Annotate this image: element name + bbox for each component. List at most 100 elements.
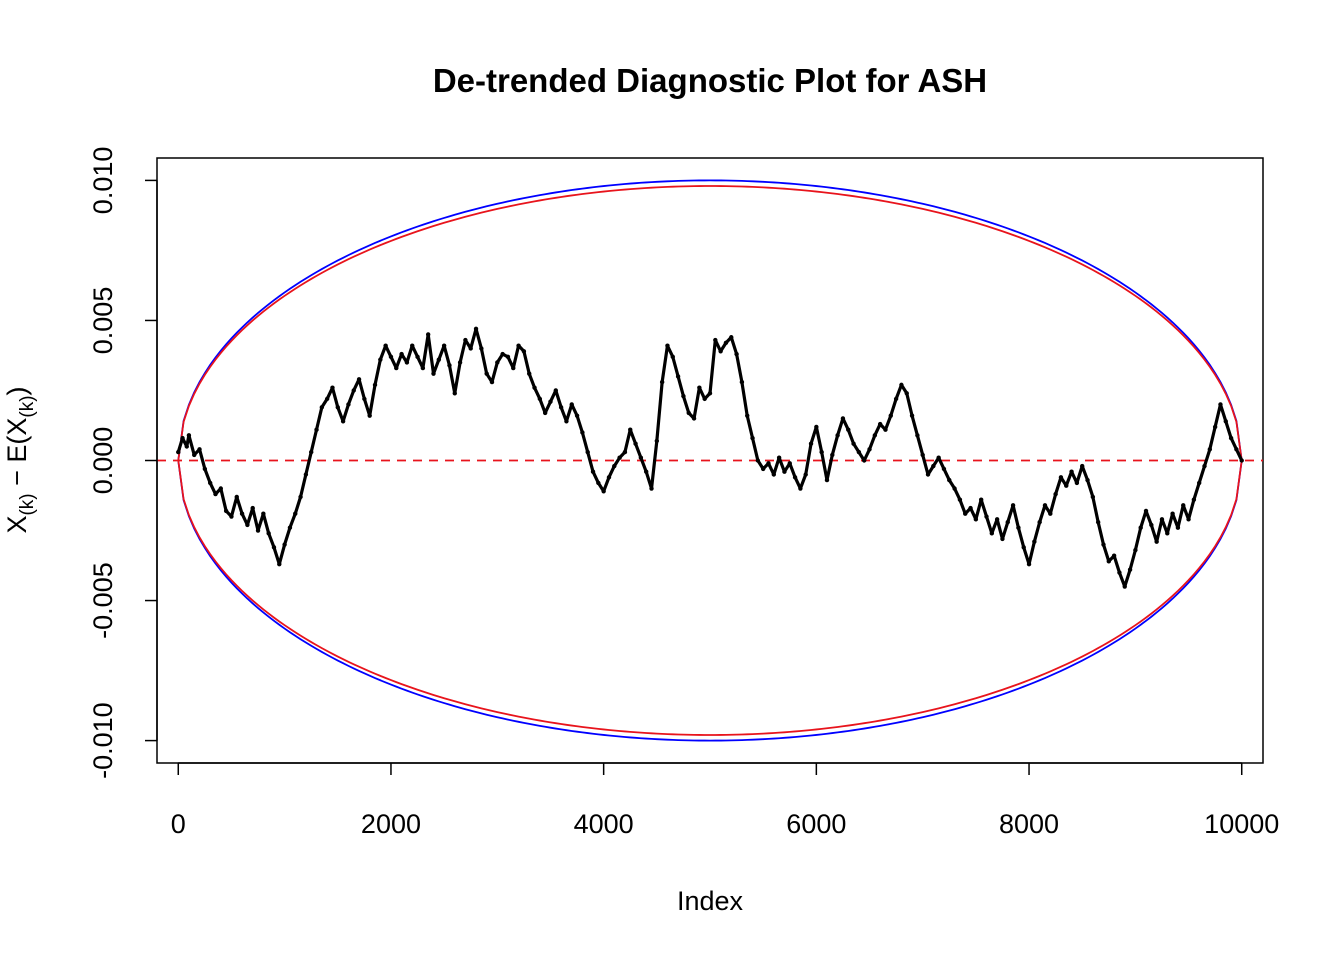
data-point-103 [718, 349, 723, 354]
data-point-117 [792, 475, 798, 480]
data-point-27 [314, 427, 319, 432]
data-point-142 [925, 472, 931, 477]
y-tick-label-0: -0.010 [88, 702, 118, 779]
data-point-59 [484, 371, 489, 376]
data-point-177 [1111, 553, 1117, 558]
data-point-92 [659, 379, 665, 385]
data-point-20 [277, 561, 282, 567]
data-point-107 [739, 379, 745, 385]
data-point-199 [1228, 435, 1234, 441]
data-point-55 [463, 337, 468, 343]
data-point-122 [819, 449, 824, 455]
data-point-165 [1048, 511, 1053, 516]
data-point-101 [707, 391, 713, 396]
data-point-40 [383, 343, 388, 348]
data-point-26 [309, 449, 314, 455]
data-point-201 [1239, 458, 1244, 463]
data-point-146 [947, 477, 952, 483]
data-point-184 [1149, 522, 1154, 528]
data-point-100 [702, 396, 707, 402]
data-point-82 [606, 475, 612, 480]
data-point-164 [1042, 503, 1048, 508]
data-point-84 [617, 455, 622, 460]
data-point-181 [1133, 547, 1138, 553]
data-point-151 [973, 517, 979, 522]
data-point-189 [1175, 525, 1181, 530]
data-point-16 [255, 528, 261, 533]
y-axis-title-sub2: (k) [17, 395, 38, 417]
data-point-160 [1021, 545, 1026, 550]
data-point-93 [665, 343, 670, 348]
data-point-74 [564, 419, 569, 424]
data-point-85 [622, 449, 628, 455]
data-point-6 [202, 466, 208, 472]
data-point-51 [441, 343, 447, 348]
y-tick-label-4: 0.010 [88, 147, 118, 215]
data-point-180 [1127, 567, 1133, 572]
data-point-44 [404, 360, 410, 365]
data-point-99 [697, 385, 702, 390]
data-point-156 [1000, 536, 1005, 542]
data-point-176 [1106, 559, 1111, 564]
data-point-124 [830, 452, 835, 458]
data-point-24 [298, 494, 303, 500]
data-point-200 [1234, 447, 1239, 452]
data-point-21 [282, 542, 287, 547]
data-point-75 [569, 402, 574, 407]
data-point-91 [654, 438, 660, 444]
data-point-58 [479, 346, 484, 351]
data-point-140 [915, 433, 920, 438]
data-point-57 [473, 326, 479, 332]
data-point-115 [782, 469, 787, 474]
data-points [176, 326, 1244, 589]
data-point-77 [580, 430, 585, 435]
y-tick-label-3: 0.005 [88, 287, 118, 355]
data-point-126 [840, 416, 846, 421]
data-point-11 [229, 514, 234, 519]
data-point-194 [1202, 463, 1207, 469]
data-point-60 [489, 379, 495, 385]
data-point-38 [372, 382, 378, 388]
data-point-175 [1101, 542, 1106, 547]
data-point-182 [1138, 525, 1143, 530]
data-point-134 [883, 427, 888, 432]
data-point-48 [425, 332, 431, 337]
data-point-62 [500, 351, 505, 357]
data-point-12 [234, 494, 239, 500]
band-lower-1 [177, 460, 1243, 736]
data-point-121 [814, 424, 819, 430]
data-point-110 [755, 458, 761, 463]
data-point-9 [218, 486, 224, 491]
data-point-109 [750, 435, 755, 441]
data-point-135 [888, 413, 893, 418]
data-point-190 [1181, 503, 1186, 508]
data-point-145 [941, 466, 947, 472]
data-point-19 [271, 545, 277, 550]
data-point-178 [1117, 570, 1122, 575]
data-point-128 [851, 441, 856, 446]
data-point-185 [1154, 539, 1159, 544]
data-point-147 [952, 486, 957, 491]
data-point-173 [1090, 494, 1096, 500]
data-point-149 [963, 511, 968, 516]
x-tick-label-3: 6000 [786, 809, 846, 839]
data-point-127 [846, 427, 851, 432]
data-point-159 [1016, 525, 1021, 530]
data-point-36 [362, 396, 367, 402]
band-upper-0 [177, 179, 1243, 461]
data-point-15 [250, 505, 255, 511]
x-axis: 0 2000 4000 6000 8000 10000 [171, 762, 1279, 839]
data-point-163 [1037, 519, 1042, 525]
data-point-195 [1207, 447, 1213, 452]
data-point-46 [415, 354, 420, 360]
data-point-63 [505, 354, 511, 360]
data-point-102 [713, 337, 718, 343]
band-upper-1 [177, 185, 1243, 461]
data-point-162 [1032, 539, 1037, 544]
data-point-161 [1026, 561, 1032, 567]
data-point-5 [197, 447, 202, 452]
data-point-104 [723, 340, 729, 346]
data-point-186 [1159, 517, 1165, 522]
data-point-86 [628, 427, 633, 432]
